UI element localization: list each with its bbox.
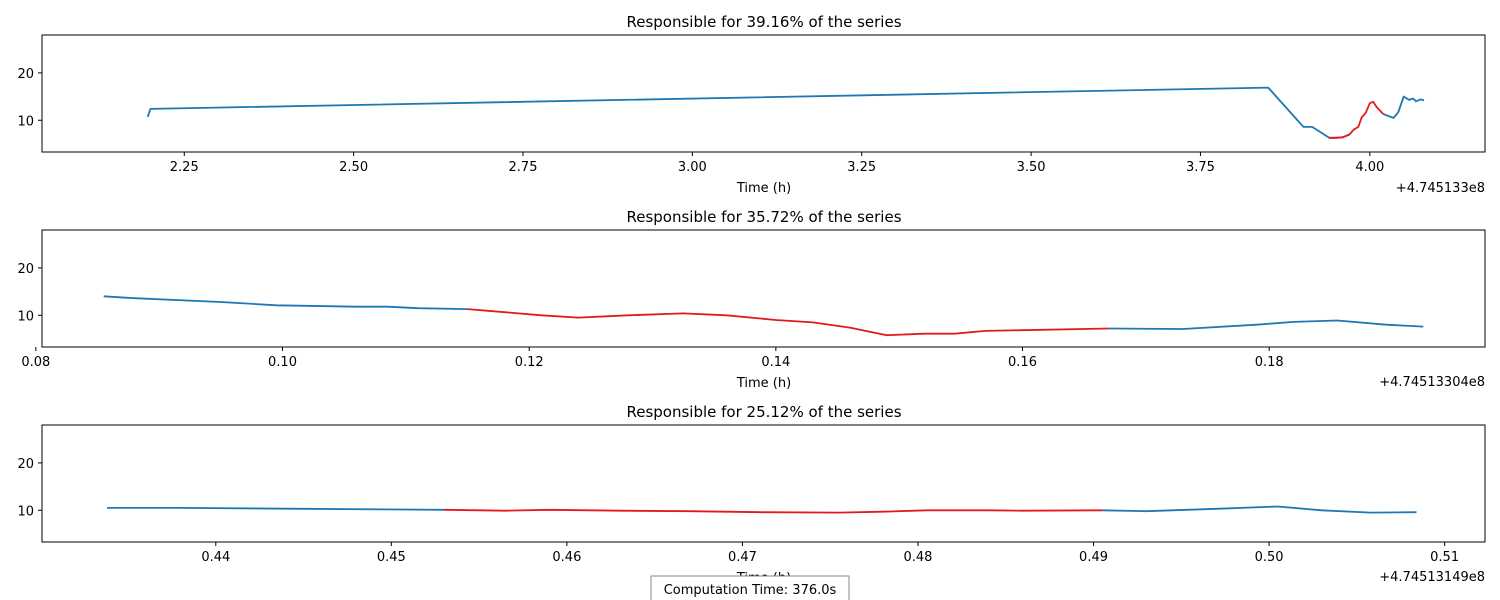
- x-ticks-1: 2.25 2.50 2.75 3.00 3.25 3.50 3.75 4.00: [170, 152, 1384, 175]
- series-lines-1: [146, 86, 1425, 139]
- x-tick-label: 0.08: [21, 355, 50, 370]
- x-tick-label: 2.75: [509, 160, 538, 175]
- x-tick-label: 3.00: [678, 160, 707, 175]
- y-ticks-1: 10 20: [17, 67, 42, 129]
- x-offset-label-1: +4.745133e8: [1396, 181, 1485, 196]
- highlighted-segment-line: [1329, 100, 1385, 139]
- series-line: [1383, 95, 1425, 119]
- chart-panel-3: Responsible for 25.12% of the series 0.4…: [17, 403, 1486, 586]
- x-tick-label: 0.50: [1255, 550, 1284, 565]
- computation-time-box: Computation Time: 376.0s: [650, 575, 850, 600]
- chart-title-2: Responsible for 35.72% of the series: [626, 208, 901, 226]
- x-tick-label: 3.75: [1186, 160, 1215, 175]
- x-tick-label: 0.46: [552, 550, 581, 565]
- highlighted-segment-line: [467, 308, 1109, 337]
- y-ticks-2: 10 20: [17, 262, 42, 324]
- x-ticks-2: 0.08 0.10 0.12 0.14 0.16 0.18: [21, 347, 1284, 370]
- y-tick-label: 10: [17, 309, 34, 324]
- x-offset-label-3: +4.74513149e8: [1379, 570, 1485, 585]
- x-tick-label: 0.14: [761, 355, 790, 370]
- y-tick-label: 20: [17, 457, 34, 472]
- plot-area-2: [41, 229, 1486, 348]
- series-line: [103, 295, 468, 310]
- highlighted-segment-line: [443, 508, 1103, 514]
- x-tick-label: 3.25: [847, 160, 876, 175]
- x-tick-label: 0.12: [515, 355, 544, 370]
- x-axis-label-2: Time (h): [736, 376, 791, 391]
- series-lines-2: [103, 295, 1424, 337]
- plot-area-1: [41, 34, 1486, 153]
- x-tick-label: 0.48: [904, 550, 933, 565]
- chart-title-3: Responsible for 25.12% of the series: [626, 403, 901, 421]
- series-line: [1102, 505, 1417, 514]
- y-tick-label: 20: [17, 262, 34, 277]
- x-tick-label: 0.44: [201, 550, 230, 565]
- x-tick-label: 0.16: [1008, 355, 1037, 370]
- y-tick-label: 20: [17, 67, 34, 82]
- series-line: [1108, 319, 1424, 330]
- x-tick-label: 0.47: [728, 550, 757, 565]
- x-axis-label-1: Time (h): [736, 181, 791, 196]
- chart-panel-2: Responsible for 35.72% of the series 0.0…: [17, 208, 1486, 391]
- x-tick-label: 0.45: [377, 550, 406, 565]
- x-tick-label: 0.49: [1079, 550, 1108, 565]
- x-tick-label: 0.10: [268, 355, 297, 370]
- y-ticks-3: 10 20: [17, 457, 42, 519]
- computation-time-text: Computation Time: 376.0s: [664, 583, 837, 598]
- x-offset-label-2: +4.74513304e8: [1379, 375, 1485, 390]
- x-tick-label: 0.51: [1430, 550, 1459, 565]
- chart-panel-1: Responsible for 39.16% of the series 2.2…: [17, 13, 1486, 196]
- series-line: [146, 86, 1350, 139]
- series-line: [107, 506, 445, 511]
- x-tick-label: 4.00: [1355, 160, 1384, 175]
- x-tick-label: 3.50: [1017, 160, 1046, 175]
- x-tick-label: 0.18: [1255, 355, 1284, 370]
- y-tick-label: 10: [17, 114, 34, 129]
- x-ticks-3: 0.44 0.45 0.46 0.47 0.48 0.49 0.50 0.51: [201, 542, 1459, 565]
- plot-area-3: [41, 424, 1486, 543]
- series-lines-3: [107, 505, 1417, 514]
- y-tick-label: 10: [17, 504, 34, 519]
- computation-time-frame: [650, 575, 850, 600]
- chart-title-1: Responsible for 39.16% of the series: [626, 13, 901, 31]
- x-tick-label: 2.50: [339, 160, 368, 175]
- x-tick-label: 2.25: [170, 160, 199, 175]
